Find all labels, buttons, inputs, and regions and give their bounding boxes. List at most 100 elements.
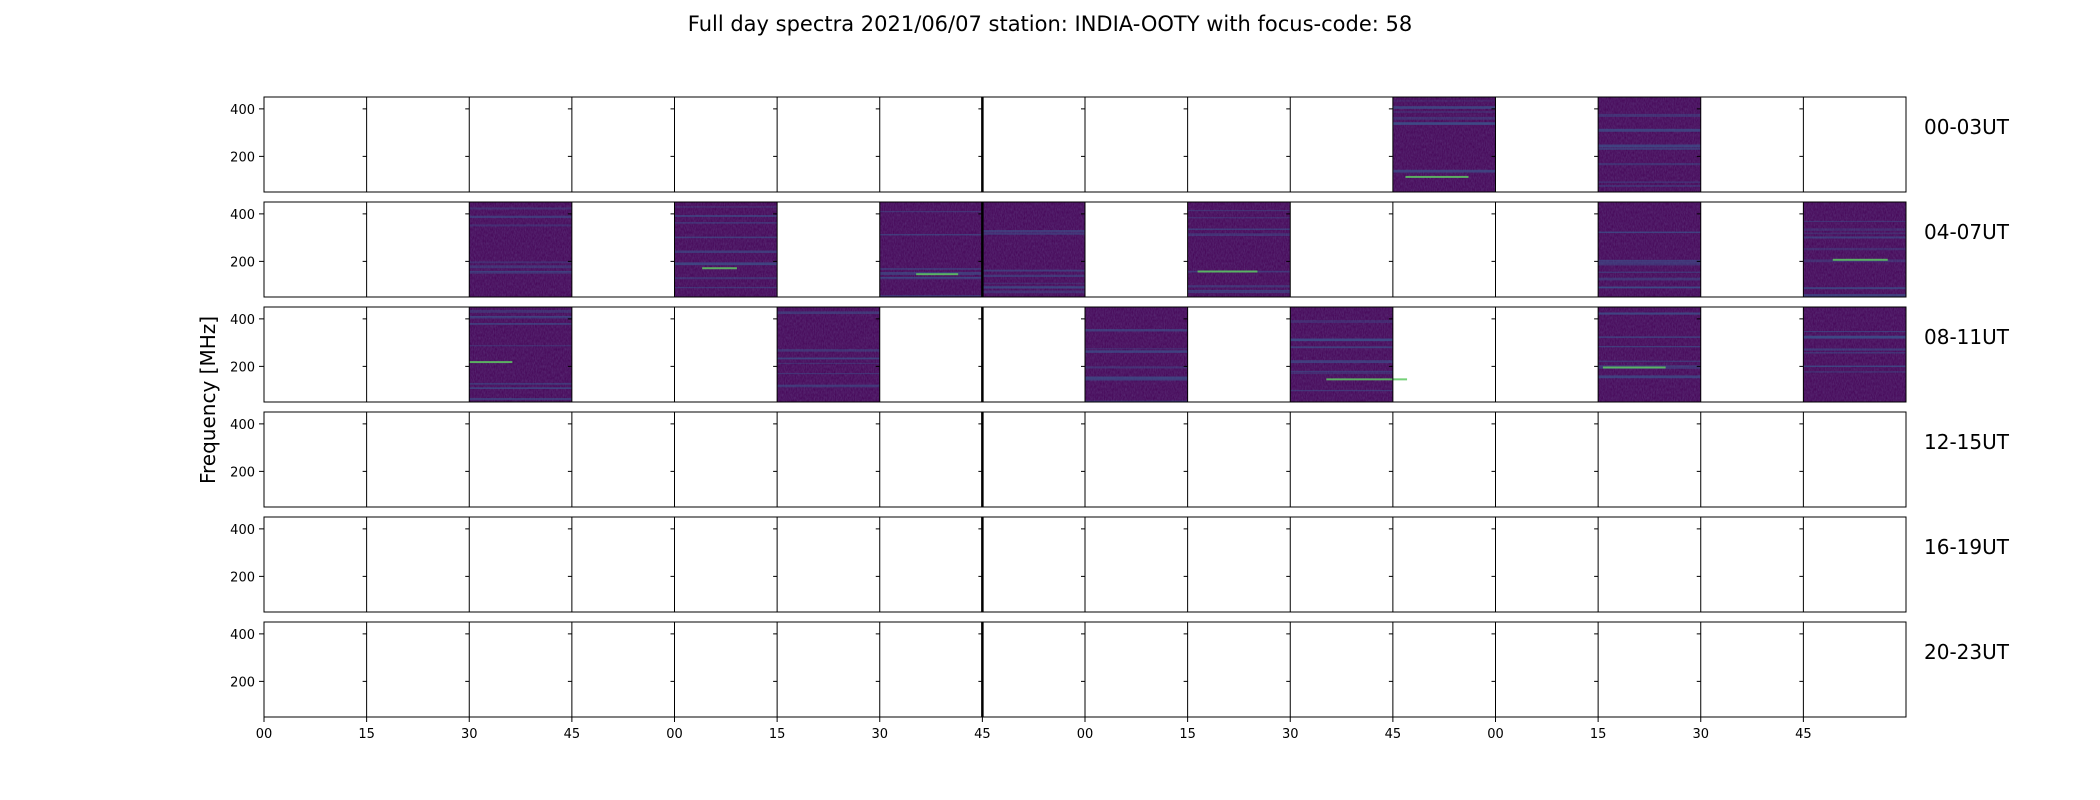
row-label: 08-11UT — [1924, 325, 2010, 349]
spectrum-band — [1598, 147, 1701, 150]
spectrum-band — [1392, 106, 1496, 109]
spectrum-noise — [879, 202, 983, 297]
spectrum-band — [1803, 236, 1906, 239]
spectrum-band — [1392, 169, 1496, 172]
y-tick-label: 400 — [230, 628, 255, 643]
spectrum-band — [469, 261, 572, 264]
spectrum-band — [1085, 376, 1188, 379]
x-tick-label: 00 — [1487, 727, 1504, 742]
x-tick-label: 00 — [1077, 727, 1094, 742]
spectrum-noise — [982, 202, 1085, 297]
spectrum-band — [1392, 116, 1496, 120]
spectrum-band — [1598, 360, 1701, 362]
spectrum-band — [1290, 389, 1393, 392]
spectrum-band — [1085, 348, 1188, 350]
spectrum-band — [674, 215, 778, 217]
x-tick-label: 45 — [1795, 727, 1812, 742]
spectrum-band — [1085, 350, 1188, 353]
spectrum-band — [982, 269, 1085, 272]
x-tick-label: 15 — [1179, 727, 1196, 742]
spectrum-band — [1598, 336, 1701, 338]
spectrum-band — [1598, 261, 1701, 264]
y-tick-label: 400 — [230, 208, 255, 223]
spectrum-band — [1187, 290, 1291, 294]
spectrum-band — [674, 286, 778, 289]
spectrum-noise — [1085, 307, 1188, 402]
spectrum-noise — [674, 202, 778, 297]
spectrum-band — [1803, 294, 1906, 297]
spectrum-band — [1803, 335, 1906, 339]
spectrum-band — [982, 286, 1085, 289]
spectrum-band — [1803, 232, 1906, 235]
spectrum-band — [1803, 371, 1906, 373]
spectrum-band — [674, 206, 778, 208]
spectrum-noise — [777, 307, 880, 402]
spectrum-band — [777, 373, 880, 375]
chart-title: Full day spectra 2021/06/07 station: IND… — [687, 12, 1413, 36]
spectrum-band — [1085, 366, 1188, 369]
spectrum-band — [777, 311, 880, 315]
y-tick-label: 200 — [230, 675, 255, 690]
spectrum-band — [1290, 320, 1393, 323]
spectrum-band — [879, 210, 983, 213]
spectrum-band — [1803, 228, 1906, 231]
spectrum-band — [674, 250, 778, 253]
spectrum-band — [982, 233, 1085, 235]
rfi-streak — [1832, 258, 1888, 261]
spectrum-band — [879, 268, 983, 270]
x-tick-label: 00 — [666, 727, 683, 742]
x-tick-label: 15 — [1590, 727, 1607, 742]
y-tick-label: 200 — [230, 570, 255, 585]
spectrum-noise — [1598, 202, 1701, 297]
spectrum-band — [1598, 277, 1701, 281]
rfi-streak — [1405, 175, 1469, 178]
spectrum-band — [1187, 228, 1291, 230]
spectrum-band — [469, 271, 572, 274]
spectrum-band — [1290, 346, 1393, 349]
spectrum-band — [1187, 217, 1291, 219]
spectrum-band — [1085, 329, 1188, 332]
x-tick-label: 15 — [769, 727, 786, 742]
y-tick-label: 200 — [230, 360, 255, 375]
y-tick-label: 200 — [230, 255, 255, 270]
spectrum-band — [469, 207, 572, 210]
spectrum-band — [982, 282, 1085, 284]
spectrum-band — [1803, 247, 1906, 251]
spectrum-band — [469, 322, 572, 325]
y-tick-label: 400 — [230, 313, 255, 328]
spectrum-band — [1290, 371, 1393, 375]
row-label: 16-19UT — [1924, 535, 2010, 559]
spectrum-band — [1598, 346, 1701, 348]
spectrum-band — [1598, 163, 1701, 166]
spectrum-band — [1598, 312, 1701, 315]
rfi-streak — [1602, 366, 1666, 369]
spectrum-band — [777, 357, 880, 360]
spectrum-band — [879, 276, 983, 280]
spectrum-band — [879, 234, 983, 236]
spectrum-noise — [1187, 202, 1291, 297]
spectrum-band — [879, 295, 983, 297]
spectrum-band — [674, 236, 778, 239]
spectrum-band — [1803, 349, 1906, 351]
spectrum-band — [1803, 352, 1906, 354]
rfi-streak — [1326, 378, 1408, 381]
row-label: 00-03UT — [1924, 115, 2010, 139]
spectrum-band — [1290, 360, 1393, 364]
rfi-streak — [702, 267, 737, 270]
spectrum-band — [674, 222, 778, 224]
spectrum-band — [1598, 128, 1701, 132]
y-tick-label: 200 — [230, 150, 255, 165]
spectrum-band — [1598, 259, 1701, 262]
spectrum-band — [1598, 286, 1701, 289]
spectrum-band — [1598, 113, 1701, 117]
spectrum-noise — [469, 307, 572, 402]
spectrum-band — [1803, 331, 1906, 333]
spectrum-band — [982, 230, 1085, 233]
spectrum-band — [1598, 312, 1701, 316]
x-tick-label: 30 — [871, 727, 888, 742]
x-tick-label: 45 — [564, 727, 581, 742]
spectrum-band — [982, 290, 1085, 294]
spectrum-band — [1392, 122, 1496, 125]
spectrum-band — [1598, 145, 1701, 148]
